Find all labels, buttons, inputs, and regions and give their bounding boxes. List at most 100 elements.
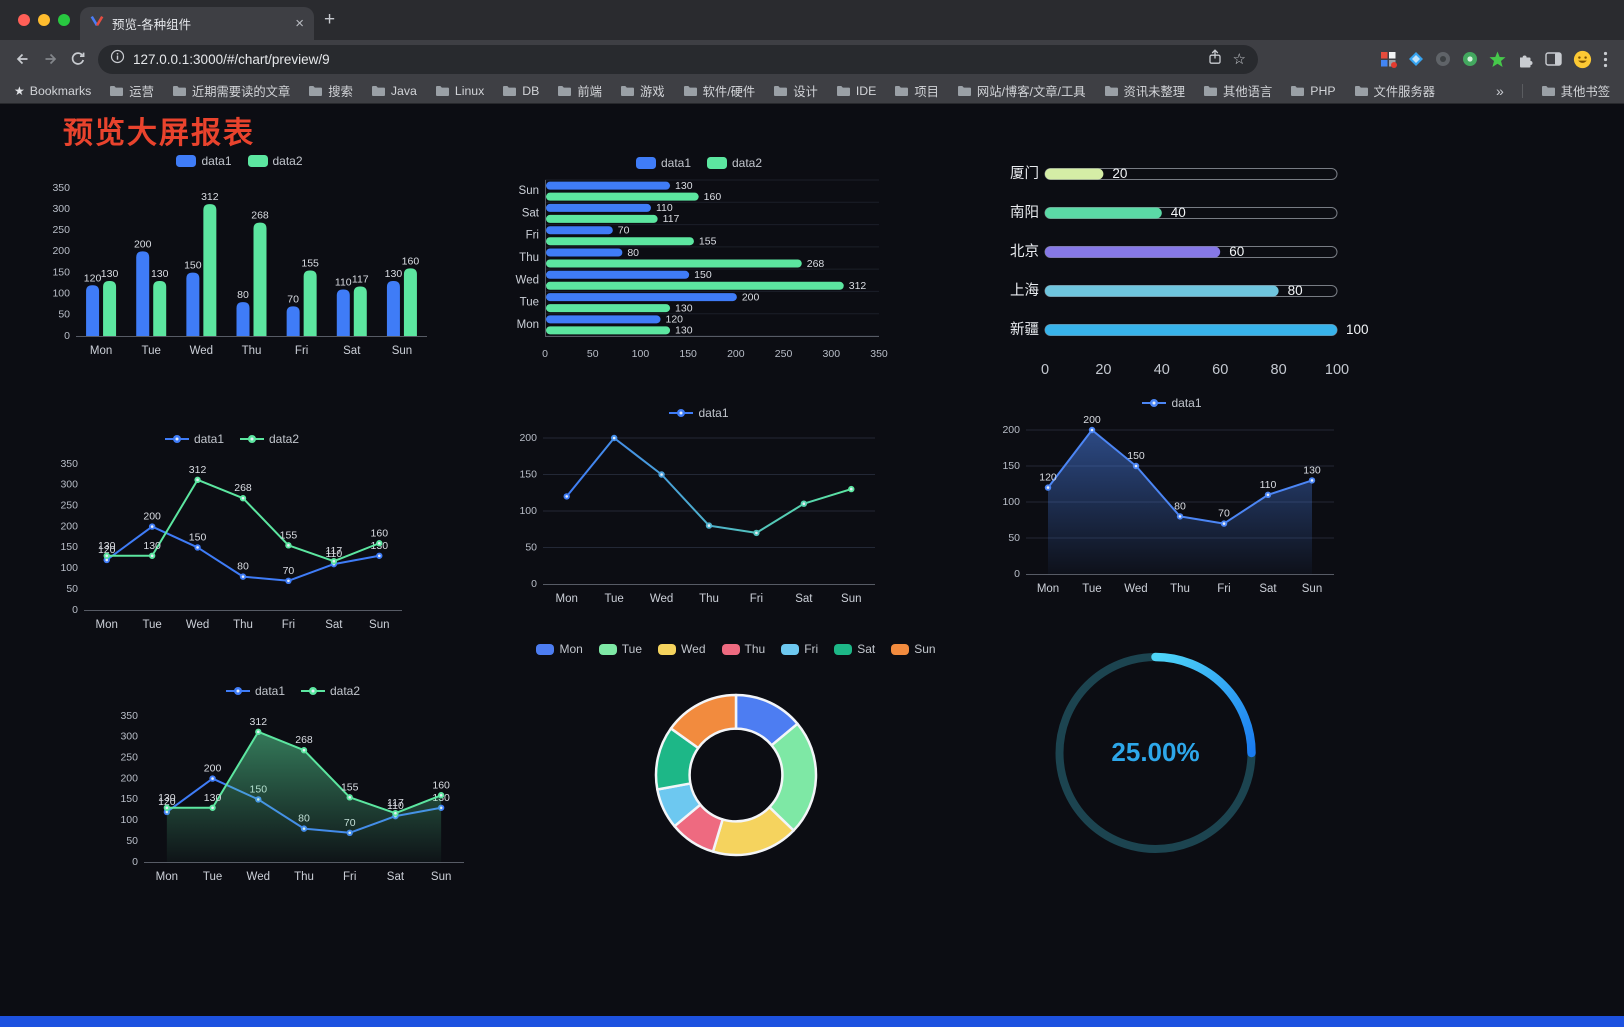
svg-text:Sun: Sun xyxy=(519,185,539,197)
legend-item-data1[interactable]: data1 xyxy=(164,432,224,446)
legend-item-Sat[interactable]: Sat xyxy=(834,642,875,656)
chart-gauge: 25.00% xyxy=(1045,640,1270,873)
svg-text:0: 0 xyxy=(531,578,537,590)
browser-tab[interactable]: 预览-各种组件 × xyxy=(80,7,314,40)
other-bookmarks-button[interactable]: 其他书签 xyxy=(1541,82,1610,100)
forward-button[interactable] xyxy=(36,45,64,73)
bookmark-folder[interactable]: PHP xyxy=(1290,84,1336,98)
svg-text:20: 20 xyxy=(1095,362,1111,378)
profile-avatar[interactable] xyxy=(1573,50,1592,69)
extension-grid-icon[interactable] xyxy=(1380,51,1397,68)
svg-text:Sat: Sat xyxy=(387,871,405,883)
svg-text:Mon: Mon xyxy=(90,345,112,357)
url-text[interactable]: 127.0.0.1:3000/#/chart/preview/9 xyxy=(133,51,330,67)
bookmark-folder[interactable]: 其他语言 xyxy=(1203,82,1272,100)
window-close-button[interactable] xyxy=(18,14,30,26)
svg-text:Thu: Thu xyxy=(294,871,314,883)
bookmark-folder[interactable]: IDE xyxy=(836,84,876,98)
bookmark-folder[interactable]: Linux xyxy=(435,84,484,98)
svg-text:80: 80 xyxy=(1271,362,1287,378)
svg-text:312: 312 xyxy=(189,464,207,476)
footer-bar xyxy=(0,1016,1624,1027)
address-bar[interactable]: 127.0.0.1:3000/#/chart/preview/9 ☆ xyxy=(98,44,1258,74)
bookmark-folder[interactable]: 搜索 xyxy=(308,82,353,100)
svg-text:Sat: Sat xyxy=(522,207,540,219)
bookmark-folder[interactable]: 项目 xyxy=(894,82,939,100)
bookmark-folder[interactable]: 资讯未整理 xyxy=(1104,82,1185,100)
legend-item-Thu[interactable]: Thu xyxy=(721,642,765,656)
bookmark-folder[interactable]: 前端 xyxy=(557,82,602,100)
legend-item-data1[interactable]: data1 xyxy=(635,156,691,170)
legend-swatch xyxy=(247,155,268,167)
folder-icon xyxy=(110,85,124,96)
svg-text:130: 130 xyxy=(204,792,222,804)
divider xyxy=(1521,83,1523,98)
legend-item-data2[interactable]: data2 xyxy=(247,154,303,168)
bookmark-star-icon[interactable]: ☆ xyxy=(1232,51,1246,68)
extension-green-circle-icon[interactable] xyxy=(1462,51,1478,67)
svg-text:80: 80 xyxy=(627,247,639,259)
site-info-icon[interactable] xyxy=(110,49,125,69)
legend-swatch xyxy=(635,157,656,169)
bookmark-folder[interactable]: 运营 xyxy=(109,82,154,100)
legend-item-data2[interactable]: data2 xyxy=(240,432,299,446)
svg-text:150: 150 xyxy=(519,468,537,480)
svg-text:厦门: 厦门 xyxy=(1010,165,1039,182)
legend-item-Mon[interactable]: Mon xyxy=(536,642,583,656)
legend-item-data1[interactable]: data1 xyxy=(225,684,285,698)
legend-swatch xyxy=(536,643,555,655)
tab-close-icon[interactable]: × xyxy=(295,15,304,32)
legend-item-data2[interactable]: data2 xyxy=(301,684,360,698)
legend-line-marker xyxy=(1142,399,1167,407)
svg-text:100: 100 xyxy=(1002,496,1020,508)
new-tab-button[interactable]: + xyxy=(324,9,336,30)
sidebar-toggle-icon[interactable] xyxy=(1545,51,1562,67)
legend-item-Tue[interactable]: Tue xyxy=(598,642,642,656)
bookmark-folder[interactable]: 软件/硬件 xyxy=(683,82,755,100)
legend-item-data2[interactable]: data2 xyxy=(707,156,762,170)
svg-text:155: 155 xyxy=(341,781,359,793)
legend-item-Sun[interactable]: Sun xyxy=(891,642,936,656)
chart-line-area-double: data1 data2 0 50 100 150 200 250 300 350 Mon Tue Wed… xyxy=(108,680,478,893)
svg-text:Mon: Mon xyxy=(556,593,578,605)
bookmarks-overflow-chevron[interactable]: » xyxy=(1496,82,1504,99)
page-title: 预览大屏报表 xyxy=(63,117,255,150)
legend-item-data1[interactable]: data1 xyxy=(176,154,232,168)
extension-dark-circle-icon[interactable] xyxy=(1435,51,1451,67)
extension-green-star-icon[interactable] xyxy=(1489,51,1506,68)
bookmarks-manager-button[interactable]: ★ Bookmarks xyxy=(14,83,92,98)
legend-item-data1[interactable]: data1 xyxy=(669,406,729,420)
extensions-area xyxy=(1372,50,1616,69)
bookmark-folder[interactable]: 游戏 xyxy=(620,82,665,100)
svg-text:70: 70 xyxy=(618,224,630,236)
legend-swatch xyxy=(721,643,740,655)
bookmark-folder[interactable]: DB xyxy=(502,84,539,98)
legend-swatch xyxy=(781,643,800,655)
svg-text:Thu: Thu xyxy=(233,619,253,631)
legend-item-Wed[interactable]: Wed xyxy=(658,642,706,656)
chart-bar-vertical: data1 data2 0 50 100 150 200 250 300 350 Mon Tue Wed… xyxy=(42,150,437,367)
menu-icon[interactable] xyxy=(1603,51,1608,68)
back-button[interactable] xyxy=(8,45,36,73)
bookmark-folder[interactable]: Java xyxy=(371,84,417,98)
legend-item-Fri[interactable]: Fri xyxy=(781,642,818,656)
legend-item-data1[interactable]: data1 xyxy=(1142,396,1202,410)
svg-text:120: 120 xyxy=(98,544,116,556)
reload-button[interactable] xyxy=(64,45,92,73)
bookmark-folder[interactable]: 近期需要读的文章 xyxy=(172,82,290,100)
svg-text:250: 250 xyxy=(775,348,793,360)
svg-text:150: 150 xyxy=(694,269,712,281)
window-minimize-button[interactable] xyxy=(38,14,50,26)
extension-diamond-icon[interactable] xyxy=(1408,51,1424,67)
window-zoom-button[interactable] xyxy=(58,14,70,26)
extensions-puzzle-icon[interactable] xyxy=(1517,51,1534,68)
svg-text:新疆: 新疆 xyxy=(1010,321,1039,338)
bookmark-folder[interactable]: 网站/博客/文章/工具 xyxy=(957,82,1086,100)
svg-text:200: 200 xyxy=(134,238,152,250)
svg-text:120: 120 xyxy=(84,272,102,284)
svg-text:70: 70 xyxy=(283,565,295,577)
svg-text:150: 150 xyxy=(679,348,697,360)
bookmark-folder[interactable]: 设计 xyxy=(773,82,818,100)
share-icon[interactable] xyxy=(1207,48,1223,70)
bookmark-folder[interactable]: 文件服务器 xyxy=(1354,82,1435,100)
